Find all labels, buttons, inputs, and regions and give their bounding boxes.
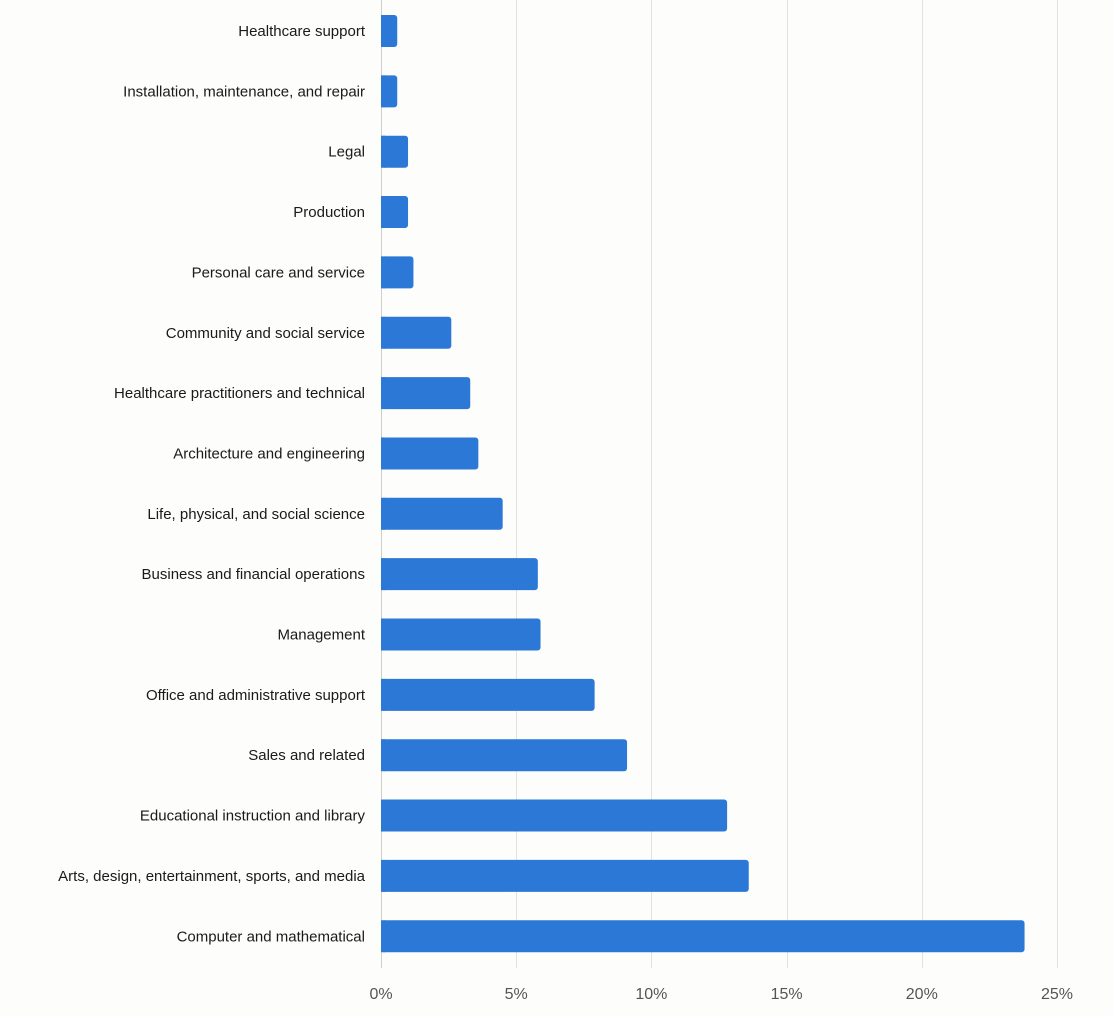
x-tick-label: 10% — [635, 986, 667, 1003]
category-label: Healthcare practitioners and technical — [114, 385, 365, 402]
bar[interactable] — [381, 316, 452, 349]
bar-edge — [381, 135, 385, 168]
bar-edge — [381, 739, 385, 772]
bar-edge — [381, 558, 385, 591]
bar-edge — [381, 256, 385, 289]
bar[interactable] — [381, 859, 749, 892]
bar[interactable] — [381, 618, 541, 651]
category-label: Computer and mathematical — [177, 928, 365, 945]
category-label: Life, physical, and social science — [147, 506, 365, 523]
category-label: Legal — [328, 144, 365, 161]
bar-edge — [381, 75, 385, 108]
bars — [381, 15, 1025, 953]
x-tick-label: 0% — [369, 986, 392, 1003]
bar[interactable] — [381, 15, 398, 47]
x-tick-label: 5% — [505, 986, 528, 1003]
category-label: Office and administrative support — [146, 687, 366, 704]
bar-edge — [381, 196, 385, 229]
x-tick-label: 25% — [1041, 986, 1073, 1003]
bar[interactable] — [381, 196, 409, 229]
bar[interactable] — [381, 497, 503, 530]
x-tick-label: 15% — [771, 986, 803, 1003]
category-label: Educational instruction and library — [140, 808, 366, 825]
category-label: Architecture and engineering — [173, 445, 365, 462]
category-label: Healthcare support — [238, 23, 366, 40]
bar-edge — [381, 678, 385, 711]
category-label: Sales and related — [248, 747, 365, 764]
category-label: Business and financial operations — [142, 566, 365, 583]
bar[interactable] — [381, 678, 595, 711]
bar-edge — [381, 377, 385, 410]
bar-edge — [381, 316, 385, 349]
bar[interactable] — [381, 437, 479, 470]
bar-edge — [381, 799, 385, 832]
category-label: Installation, maintenance, and repair — [123, 83, 365, 100]
bar[interactable] — [381, 558, 538, 591]
category-label: Community and social service — [166, 325, 365, 342]
category-label: Production — [293, 204, 365, 221]
x-axis-tick-labels: 0% 5% 10% 15% 20% 25% — [369, 986, 1073, 1003]
bar[interactable] — [381, 135, 409, 168]
category-label: Management — [277, 627, 365, 644]
bar[interactable] — [381, 799, 728, 832]
bar[interactable] — [381, 75, 398, 108]
bar-edge — [381, 920, 385, 953]
bar-edge — [381, 618, 385, 651]
category-label: Arts, design, entertainment, sports, and… — [58, 868, 365, 885]
bar[interactable] — [381, 256, 414, 289]
bar[interactable] — [381, 920, 1025, 953]
x-tick-label: 20% — [906, 986, 938, 1003]
category-label: Personal care and service — [192, 264, 365, 281]
bar[interactable] — [381, 377, 471, 410]
bar[interactable] — [381, 739, 628, 772]
category-labels: Healthcare support Installation, maintena… — [58, 23, 366, 945]
bar-edge — [381, 15, 385, 47]
bar-edge — [381, 497, 385, 530]
bar-edge — [381, 437, 385, 470]
bar-edge — [381, 859, 385, 892]
